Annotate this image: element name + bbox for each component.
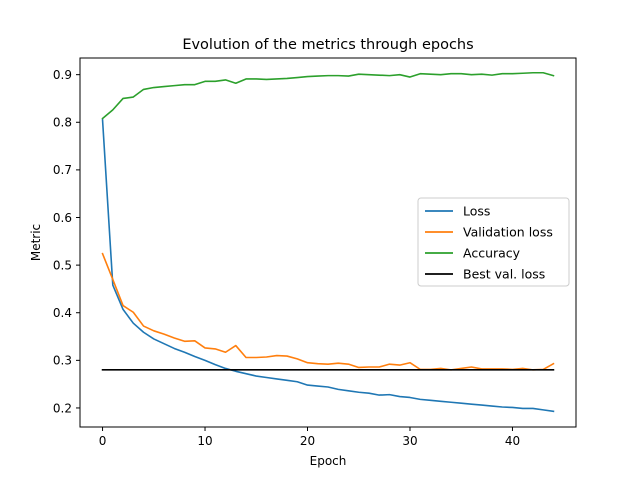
axes-frame	[79, 57, 577, 428]
y-axis: 0.2 0.3 0.4 0.5 0.6 0.7 0.8 0.9	[53, 68, 80, 415]
x-tick-label: 30	[402, 434, 417, 448]
y-tick-label: 0.8	[53, 116, 72, 130]
y-tick-label: 0.7	[53, 163, 72, 177]
x-tick-label: 40	[505, 434, 520, 448]
y-tick-label: 0.3	[53, 354, 72, 368]
y-tick-label: 0.5	[53, 258, 72, 272]
series-line-loss	[101, 119, 555, 413]
y-tick-label: 0.2	[53, 401, 72, 415]
legend-label: Best val. loss	[463, 267, 545, 282]
y-tick-label: 0.9	[53, 68, 72, 82]
x-axis-label: Epoch	[310, 454, 347, 468]
legend-label: Accuracy	[463, 246, 521, 261]
legend-box	[417, 197, 570, 287]
series-line-validation-loss	[101, 252, 555, 371]
y-tick-label: 0.6	[53, 211, 72, 225]
y-axis-label: Metric	[29, 224, 43, 261]
legend: Loss Validation loss Accuracy Best val. los…	[417, 197, 570, 287]
plot-area	[101, 71, 555, 413]
x-tick-label: 0	[99, 434, 107, 448]
legend-label: Validation loss	[463, 225, 553, 240]
chart-title: Evolution of the metrics through epochs	[182, 37, 473, 53]
x-tick-label: 20	[300, 434, 315, 448]
y-tick-label: 0.4	[53, 306, 72, 320]
x-axis: 0 10 20 30 40	[99, 427, 520, 448]
x-tick-label: 10	[197, 434, 212, 448]
series-line-accuracy	[101, 71, 555, 120]
legend-label: Loss	[463, 204, 490, 219]
